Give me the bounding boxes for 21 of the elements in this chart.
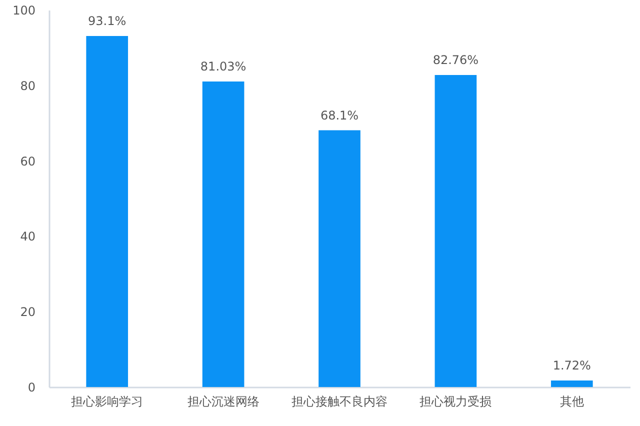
- x-tick-label: 其他: [560, 394, 584, 408]
- x-tick-label: 担心沉迷网络: [187, 394, 260, 408]
- data-label: 82.76%: [432, 52, 479, 67]
- y-tick-label: 100: [12, 4, 36, 18]
- y-tick-label: 40: [20, 230, 36, 244]
- data-label: 93.1%: [88, 14, 126, 28]
- y-tick-label: 20: [20, 305, 36, 320]
- bar: [550, 380, 593, 387]
- y-tick-label: 80: [20, 78, 36, 93]
- x-tick-label: 担心影响学习: [71, 394, 144, 408]
- x-tick-label: 担心接触不良内容: [292, 394, 388, 408]
- data-label: 68.1%: [320, 108, 359, 122]
- y-tick-label: 0: [28, 380, 36, 394]
- bar: [318, 130, 360, 387]
- data-label: 81.03%: [200, 60, 246, 74]
- bar: [86, 36, 128, 387]
- data-label: 1.72%: [552, 358, 591, 373]
- bar: [434, 74, 477, 387]
- x-tick-label: 担心视力受损: [420, 394, 492, 408]
- bar: [202, 82, 244, 387]
- y-tick-label: 60: [20, 154, 36, 168]
